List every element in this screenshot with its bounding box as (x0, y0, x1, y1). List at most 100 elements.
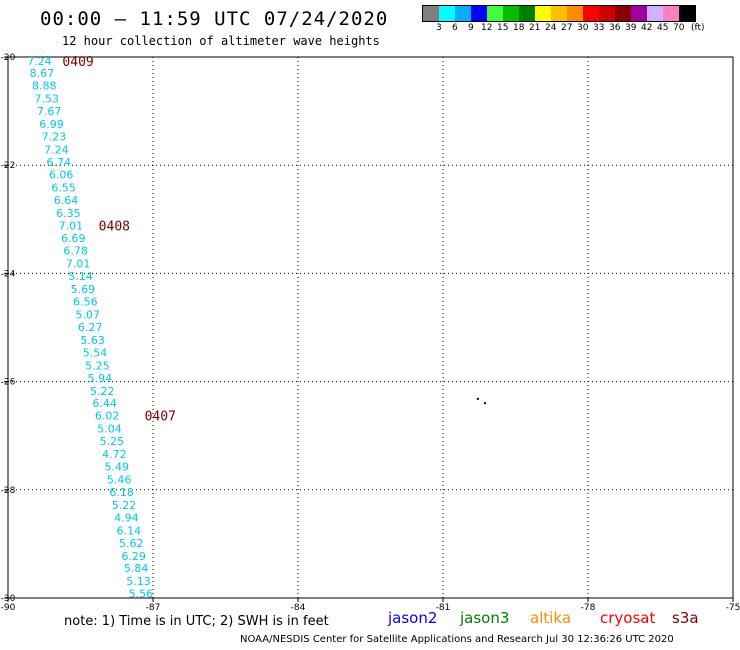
wave-height-point: 6.35 (56, 207, 81, 220)
wave-height-point: 7.67 (37, 105, 62, 118)
color-scale-label: 3 (436, 23, 442, 33)
color-scale-label: 45 (657, 23, 669, 33)
color-swatch (439, 6, 455, 21)
color-swatch (567, 6, 583, 21)
color-swatch (455, 6, 471, 21)
color-scale-label: 18 (513, 23, 525, 33)
color-scale-label: 21 (529, 23, 541, 33)
color-scale-label: 27 (561, 23, 573, 33)
y-tick-label: -20 (1, 53, 16, 63)
time-annotation: 0408 (99, 219, 130, 234)
y-tick-label: -22 (1, 161, 16, 171)
color-swatch (615, 6, 631, 21)
location-marker (484, 402, 487, 405)
wave-height-point: 5.13 (126, 575, 151, 588)
mission-jason2: jason2 (388, 609, 438, 627)
wave-height-point: 6.55 (51, 181, 76, 194)
color-scale-label: 15 (497, 23, 509, 33)
wave-height-point: 7.53 (34, 93, 59, 106)
color-scale-label: 70 (673, 23, 685, 33)
x-tick-label: -81 (436, 603, 451, 612)
footnote: note: 1) Time is in UTC; 2) SWH is in fe… (64, 614, 329, 629)
wave-height-point: 6.02 (95, 410, 120, 423)
color-scale-label: 39 (625, 23, 637, 33)
color-scale-bar (422, 5, 696, 22)
color-swatch (599, 6, 615, 21)
wave-height-point: 5.22 (90, 385, 115, 398)
chart-subtitle: 12 hour collection of altimeter wave hei… (62, 34, 380, 48)
time-annotation: 0407 (145, 410, 176, 425)
wave-height-point: 5.25 (85, 359, 110, 372)
wave-height-point: 5.62 (119, 537, 144, 550)
wave-height-point: 7.01 (66, 258, 91, 271)
credit-line: NOAA/NESDIS Center for Satellite Applica… (240, 634, 674, 645)
wave-height-point: 6.18 (109, 486, 134, 499)
wave-height-point: 7.01 (59, 219, 84, 232)
wave-height-point: 6.44 (92, 397, 117, 410)
color-swatch (503, 6, 519, 21)
wave-height-point: 7.24 (44, 144, 69, 157)
color-swatch (471, 6, 487, 21)
wave-height-point: 7.24 (27, 55, 52, 68)
x-tick-label: -87 (146, 603, 161, 612)
wave-height-point: 6.69 (61, 232, 86, 245)
color-swatch (663, 6, 679, 21)
wave-height-point: 5.04 (97, 423, 122, 436)
color-scale-label: 12 (481, 23, 493, 33)
wave-height-point: 6.78 (63, 245, 88, 258)
color-swatch (679, 6, 695, 21)
color-swatch (423, 6, 439, 21)
wave-height-point: 5.69 (71, 283, 96, 296)
wave-height-point: 5.63 (80, 334, 105, 347)
time-annotation: 0409 (62, 55, 93, 70)
location-marker (476, 397, 479, 400)
wave-height-point: 5.46 (107, 474, 132, 487)
wave-height-point: 5.07 (76, 309, 101, 322)
color-swatch (487, 6, 503, 21)
y-tick-label: -26 (1, 378, 16, 388)
mission-s3a: s3a (672, 609, 699, 627)
x-tick-label: -75 (726, 603, 740, 612)
color-swatch (535, 6, 551, 21)
wave-height-point: 5.49 (105, 461, 130, 474)
color-scale-label: (ft) (691, 23, 705, 33)
wave-height-point: 6.14 (117, 524, 142, 537)
wave-height-point: 7.23 (42, 131, 67, 144)
wave-height-point: 5.56 (129, 588, 154, 601)
color-swatch (631, 6, 647, 21)
mission-jason3: jason3 (460, 609, 510, 627)
wave-height-point: 6.29 (121, 550, 146, 563)
color-swatch (551, 6, 567, 21)
color-scale-label: 33 (593, 23, 605, 33)
wave-height-point: 6.74 (47, 156, 72, 169)
color-scale-label: 6 (452, 23, 458, 33)
wave-height-point: 8.67 (30, 67, 55, 80)
wave-height-point: 6.27 (78, 321, 103, 334)
wave-height-point: 5.54 (83, 346, 108, 359)
plot-frame (7, 56, 734, 599)
color-scale-label: 30 (577, 23, 589, 33)
wave-height-point: 5.25 (100, 435, 125, 448)
color-swatch (583, 6, 599, 21)
wave-height-map: -90 -87 -84 -81 -78 -75 -20 -22 -24 -26 -28 -30 7.24… (1, 53, 740, 612)
y-tick-label: -24 (1, 269, 16, 279)
wave-height-point: 5.22 (112, 499, 137, 512)
x-tick-label: -90 (1, 603, 16, 612)
wave-height-point: 5.14 (68, 270, 93, 283)
wave-height-point: 4.72 (102, 448, 127, 461)
wave-height-point: 6.64 (54, 194, 79, 207)
color-scale-label: 9 (468, 23, 474, 33)
y-tick-label: -30 (1, 594, 16, 604)
mission-altika: altika (530, 609, 572, 627)
wave-height-point: 5.84 (124, 562, 149, 575)
mission-cryosat: cryosat (600, 609, 656, 627)
wave-height-point: 6.56 (73, 296, 98, 309)
wave-height-point: 6.06 (49, 168, 74, 181)
color-scale-label: 24 (545, 23, 557, 33)
wave-height-point: 4.94 (114, 511, 139, 524)
color-swatch (519, 6, 535, 21)
wave-height-point: 5.94 (88, 372, 113, 385)
chart-title: 00:00 – 11:59 UTC 07/24/2020 (40, 8, 389, 30)
wave-height-point: 6.99 (39, 118, 64, 131)
x-tick-label: -78 (581, 603, 596, 612)
